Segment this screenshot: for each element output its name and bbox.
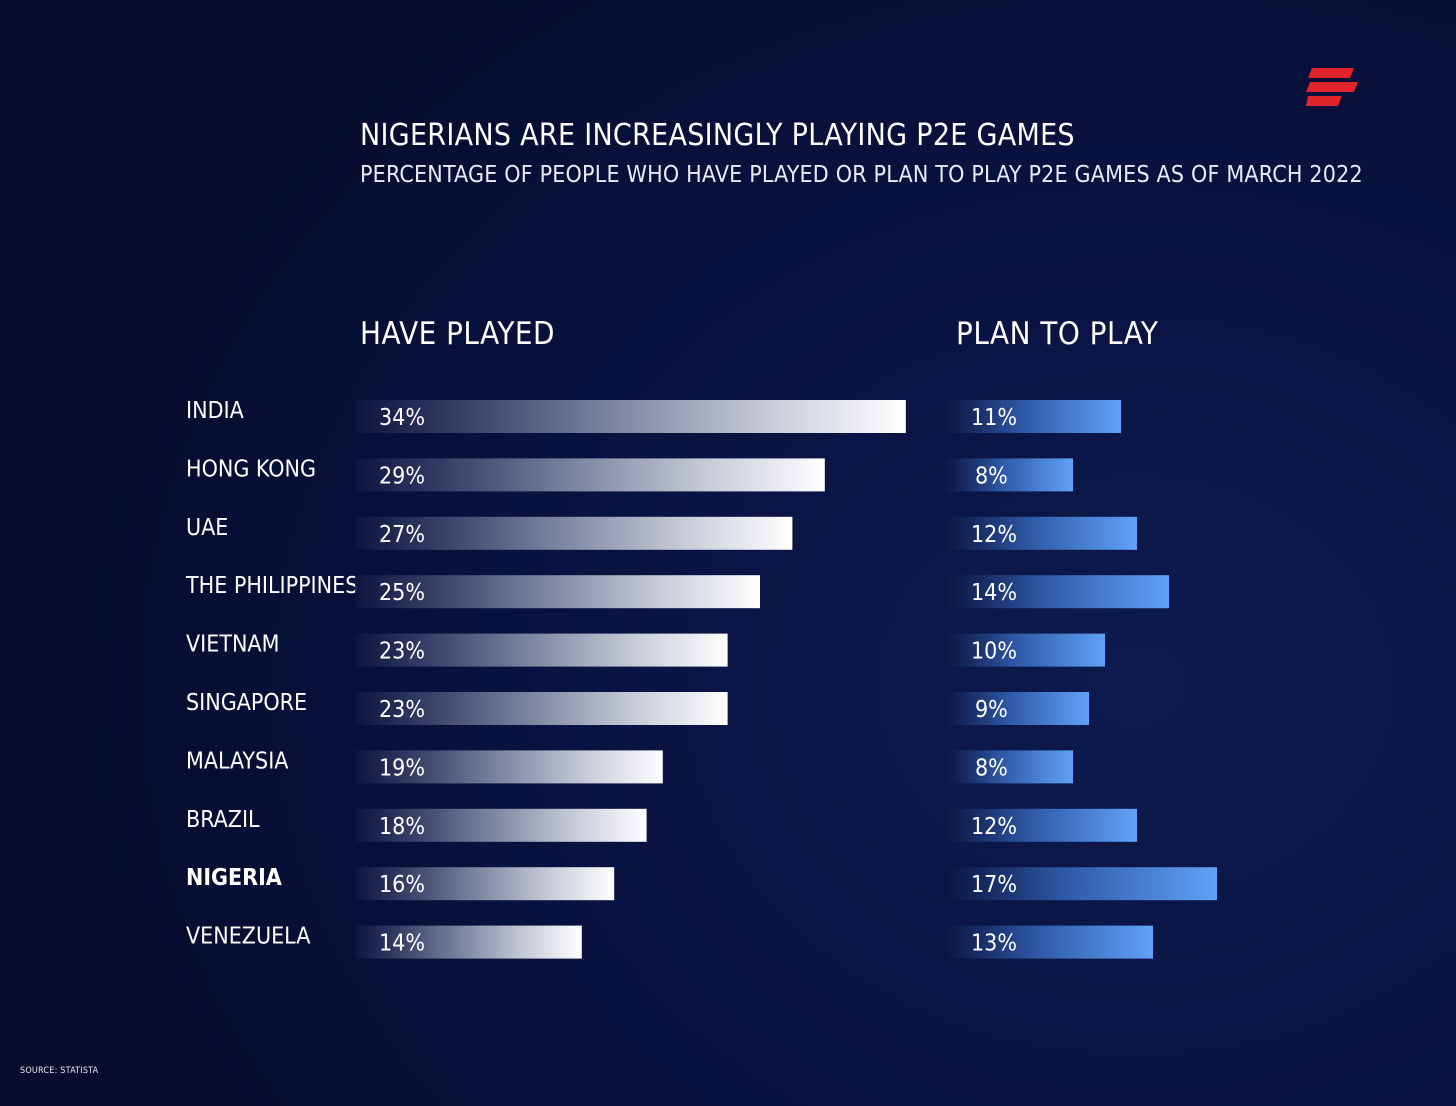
value-label-plan-to-play-nigeria: 17% — [971, 872, 1017, 898]
value-label-plan-to-play-malaysia: 8% — [975, 755, 1008, 781]
value-label-have-played-venezuela: 14% — [379, 931, 425, 957]
value-label-plan-to-play-venezuela: 13% — [971, 931, 1017, 957]
bar-have-played-vietnam — [355, 633, 728, 667]
bar-plan-to-play-nigeria — [945, 867, 1217, 901]
value-label-plan-to-play-hong-kong: 8% — [975, 463, 1008, 489]
bar-have-played-singapore — [355, 692, 728, 725]
bar-plan-to-play-vietnam — [945, 633, 1105, 667]
bar-have-played-venezuela — [355, 925, 582, 959]
value-label-plan-to-play-singapore: 9% — [975, 697, 1008, 723]
category-label-the-philippines: THE PHILIPPINES — [185, 573, 358, 599]
bar-plan-to-play-singapore — [945, 692, 1089, 725]
bar-have-played-brazil — [355, 808, 647, 842]
brand-logo-icon — [1306, 68, 1358, 106]
bar-have-played-india — [355, 400, 906, 433]
bar-plan-to-play-hong-kong — [945, 458, 1073, 492]
source-note: SOURCE: STATISTA — [20, 1066, 99, 1076]
category-label-uae: UAE — [186, 515, 228, 541]
value-label-plan-to-play-india: 11% — [971, 405, 1017, 431]
category-label-malaysia: MALAYSIA — [186, 748, 288, 774]
bar-plan-to-play-uae — [945, 516, 1137, 550]
bar-have-played-uae — [355, 516, 793, 550]
value-label-have-played-uae: 27% — [379, 522, 425, 548]
value-label-plan-to-play-vietnam: 10% — [971, 639, 1017, 665]
series-heading-plan-to-play: PLAN TO PLAY — [956, 316, 1159, 352]
category-label-hong-kong: HONG KONG — [186, 456, 316, 482]
value-label-plan-to-play-brazil: 12% — [971, 814, 1017, 840]
value-label-plan-to-play-uae: 12% — [971, 522, 1017, 548]
bar-have-played-malaysia — [355, 750, 663, 784]
value-label-have-played-hong-kong: 29% — [379, 463, 425, 489]
category-label-brazil: BRAZIL — [186, 807, 260, 833]
chart-subtitle: PERCENTAGE OF PEOPLE WHO HAVE PLAYED OR … — [360, 162, 1363, 188]
value-label-have-played-nigeria: 16% — [379, 872, 425, 898]
value-label-have-played-brazil: 18% — [379, 814, 425, 840]
chart-title: NIGERIANS ARE INCREASINGLY PLAYING P2E G… — [360, 118, 1075, 153]
value-label-have-played-singapore: 23% — [379, 697, 425, 723]
bar-plan-to-play-brazil — [945, 808, 1137, 842]
series-heading-have-played: HAVE PLAYED — [360, 316, 555, 352]
value-label-have-played-the-philippines: 25% — [379, 580, 425, 606]
category-label-india: INDIA — [186, 398, 244, 424]
bar-plan-to-play-india — [945, 400, 1121, 433]
value-label-plan-to-play-the-philippines: 14% — [971, 580, 1017, 606]
category-label-vietnam: VIETNAM — [186, 632, 279, 658]
bar-have-played-hong-kong — [355, 458, 825, 492]
category-label-venezuela: VENEZUELA — [186, 924, 310, 950]
bar-plan-to-play-malaysia — [945, 750, 1073, 784]
value-label-have-played-vietnam: 23% — [379, 639, 425, 665]
bar-have-played-nigeria — [355, 867, 615, 901]
bar-have-played-the-philippines — [355, 575, 760, 609]
category-label-singapore: SINGAPORE — [186, 690, 307, 716]
bar-plan-to-play-venezuela — [945, 925, 1153, 959]
value-label-have-played-india: 34% — [379, 405, 425, 431]
value-label-have-played-malaysia: 19% — [379, 755, 425, 781]
bar-plan-to-play-the-philippines — [945, 575, 1169, 609]
category-label-nigeria: NIGERIA — [186, 865, 282, 891]
